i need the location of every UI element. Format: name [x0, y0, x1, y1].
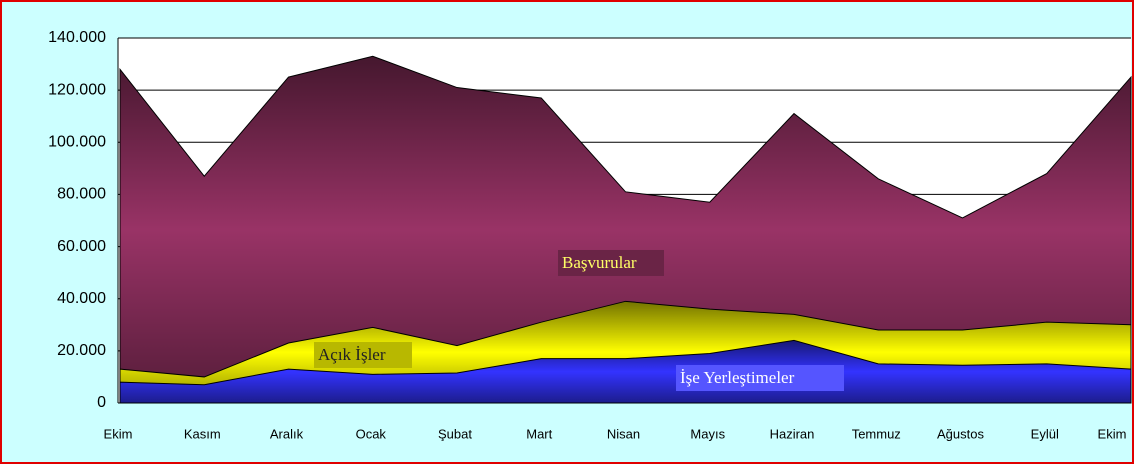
- series-label: Açık İşler: [318, 345, 386, 364]
- y-tick-label: 0: [97, 394, 106, 411]
- x-tick-label: Eylül: [1031, 426, 1059, 441]
- x-tick-label: Nisan: [607, 426, 640, 441]
- y-tick-label: 80.000: [57, 186, 106, 203]
- x-tick-label: Ekim: [104, 426, 133, 441]
- x-tick-label: Mayıs: [690, 426, 725, 441]
- x-tick-label: Ağustos: [937, 426, 984, 441]
- series-label: İşe Yerleştimeler: [680, 368, 795, 387]
- x-tick-label: Haziran: [770, 426, 815, 441]
- x-tick-label: Şubat: [438, 426, 472, 441]
- x-tick-label: Ocak: [356, 426, 387, 441]
- x-tick-label: Ekim: [1098, 426, 1127, 441]
- y-tick-label: 20.000: [57, 342, 106, 359]
- x-tick-label: Aralık: [270, 426, 304, 441]
- y-tick-label: 60.000: [57, 238, 106, 255]
- x-tick-label: Temmuz: [852, 426, 901, 441]
- x-tick-label: Kasım: [184, 426, 221, 441]
- y-tick-label: 100.000: [48, 134, 106, 151]
- series-label-box: [558, 250, 664, 276]
- series-label-box: [314, 342, 412, 368]
- y-tick-label: 140.000: [48, 29, 106, 46]
- series-label-box: [676, 365, 844, 391]
- y-tick-label: 40.000: [57, 290, 106, 307]
- series-label: Başvurular: [562, 253, 637, 272]
- x-tick-label: Mart: [526, 426, 552, 441]
- area-shade: [120, 56, 1131, 403]
- area-shade: [120, 340, 1131, 403]
- y-tick-label: 120.000: [48, 81, 106, 98]
